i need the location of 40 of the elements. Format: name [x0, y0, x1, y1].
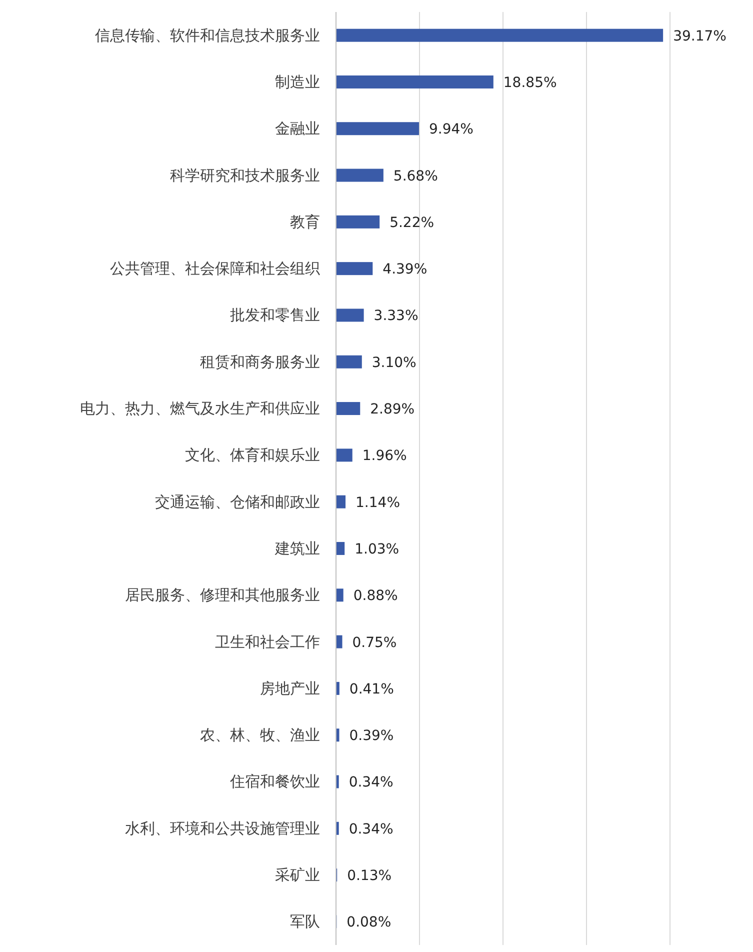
y-tick-label: 制造业 — [275, 72, 320, 91]
data-label: 0.41% — [349, 681, 394, 698]
y-tick-label: 采矿业 — [275, 866, 320, 884]
y-tick-label: 文化、体育和娱乐业 — [185, 446, 320, 464]
data-label: 5.68% — [393, 168, 438, 184]
y-tick-label: 房地产业 — [260, 679, 320, 698]
data-label: 0.88% — [353, 588, 398, 604]
y-tick-label: 水利、环境和公共设施管理业 — [125, 819, 320, 838]
y-tick-label: 住宿和餐饮业 — [229, 772, 320, 791]
data-label: 0.08% — [346, 914, 392, 931]
data-label: 4.39% — [382, 262, 428, 278]
y-tick-label: 租赁和商务服务业 — [200, 352, 320, 371]
data-label: 0.34% — [348, 774, 394, 791]
y-tick-label: 公共管理、社会保障和社会组织 — [110, 260, 320, 278]
data-label: 3.10% — [372, 354, 416, 371]
data-label: 18.85% — [503, 74, 557, 91]
data-label: 1.03% — [354, 541, 400, 558]
y-tick-label: 建筑业 — [274, 539, 320, 558]
data-label: 0.34% — [348, 821, 394, 838]
data-label: 5.22% — [390, 214, 434, 231]
data-label: 2.89% — [370, 402, 415, 418]
y-tick-label: 卫生和社会工作 — [215, 632, 320, 651]
data-label: 1.14% — [356, 494, 400, 511]
y-tick-label: 交通运输、仓储和邮政业 — [155, 492, 320, 511]
y-tick-label: 信息传输、软件和信息技术服务业 — [95, 26, 320, 44]
y-tick-label: 电力、热力、燃气及水生产和供应业 — [80, 400, 320, 418]
y-tick-label: 批发和零售业 — [230, 306, 320, 324]
data-label: 0.39% — [349, 728, 394, 744]
data-label: 39.17% — [673, 28, 726, 44]
y-tick-label: 军队 — [290, 912, 320, 931]
data-label: 9.94% — [429, 122, 474, 138]
y-tick-label: 科学研究和技术服务业 — [170, 166, 320, 184]
data-label: 1.96% — [362, 448, 407, 464]
data-label: 0.75% — [352, 634, 397, 651]
y-tick-label: 农、林、牧、渔业 — [200, 726, 320, 744]
data-label: 3.33% — [374, 308, 418, 324]
y-tick-label: 金融业 — [275, 120, 320, 138]
y-tick-label: 教育 — [290, 212, 320, 231]
data-label: 0.13% — [347, 868, 392, 884]
y-tick-label: 居民服务、修理和其他服务业 — [125, 586, 320, 604]
